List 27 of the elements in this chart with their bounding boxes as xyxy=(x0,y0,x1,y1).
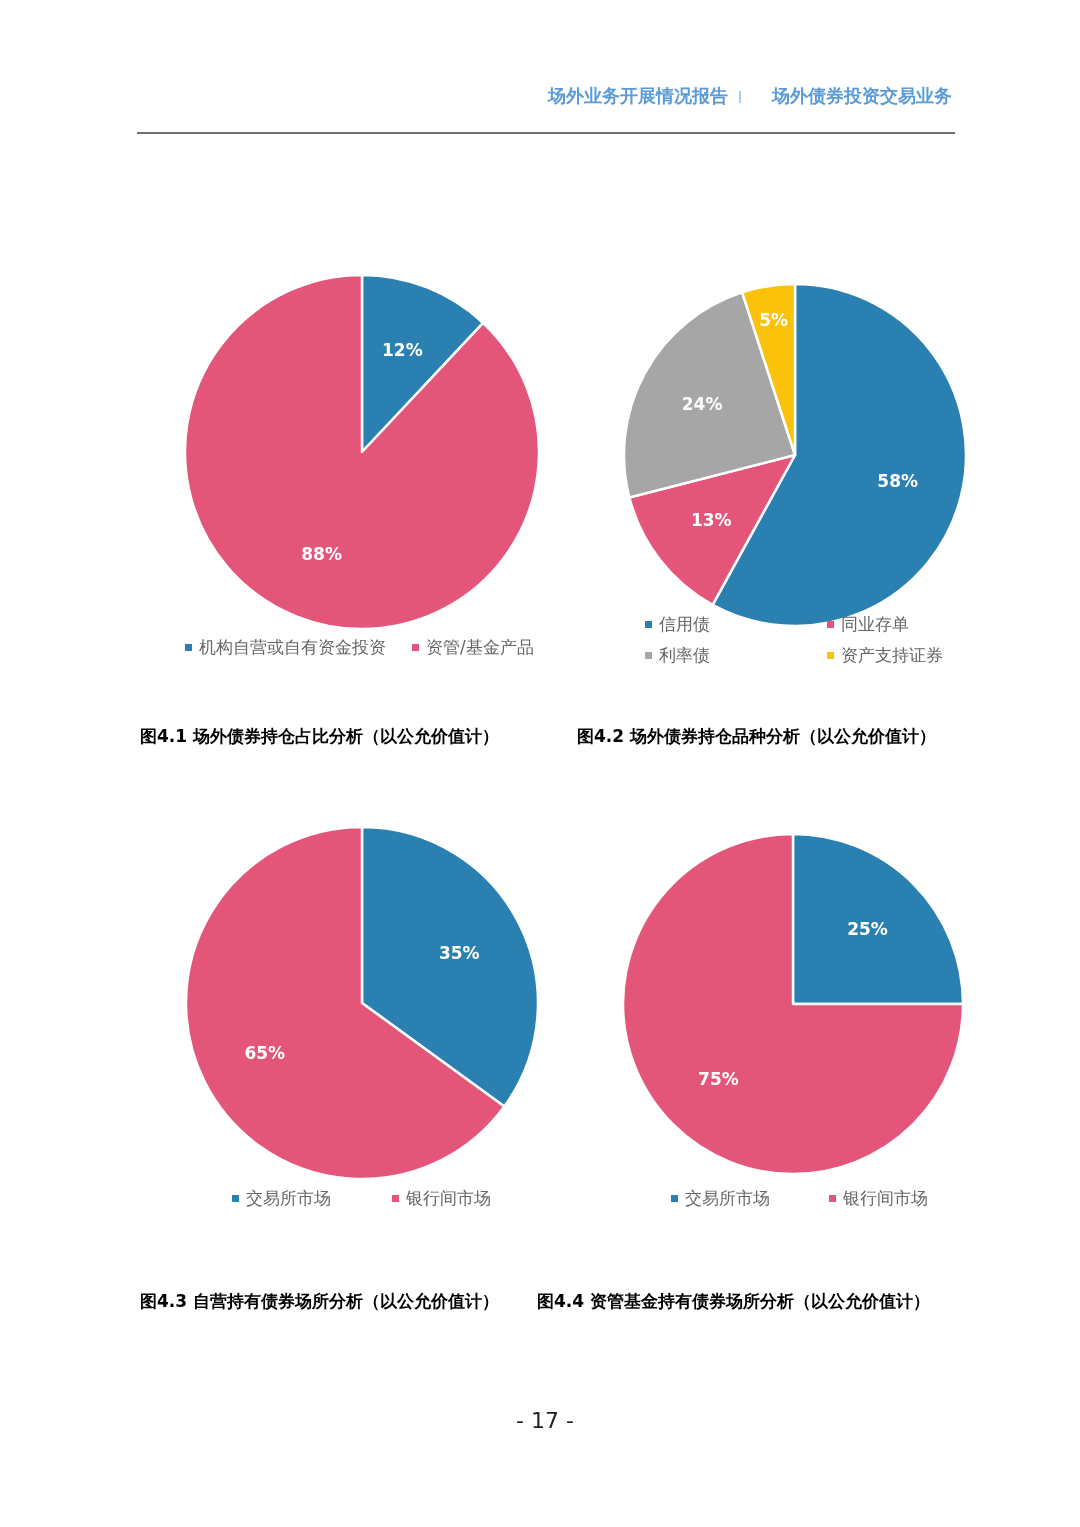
text: 场外业务开展情况报告 xyxy=(547,85,728,106)
legend-label: 机构自营或自有资金投资 xyxy=(199,637,386,657)
legend-label: 同业存单 xyxy=(841,614,909,634)
text: 图4.4 资管基金持有债券场所分析（以公允价值计） xyxy=(537,1291,931,1311)
legend-label: 资管/基金产品 xyxy=(426,637,534,657)
legend-label: 信用债 xyxy=(659,614,710,634)
text: 场外债券投资交易业务 xyxy=(771,85,952,106)
data-label: 75% xyxy=(698,1068,739,1089)
data-label: 5% xyxy=(759,309,789,330)
legend-label: 银行间市场 xyxy=(405,1188,491,1208)
text: 图4.3 自营持有债券场所分析（以公允价值计） xyxy=(140,1291,500,1311)
data-label: 58% xyxy=(877,471,919,492)
text: - 17 - xyxy=(516,1408,574,1433)
legend-label: 资产支持证券 xyxy=(841,645,943,665)
legend-label: 银行间市场 xyxy=(842,1188,928,1208)
data-label: 25% xyxy=(847,919,888,940)
data-label: 35% xyxy=(438,943,480,964)
data-label: 13% xyxy=(690,509,732,530)
legend-label: 交易所市场 xyxy=(685,1188,770,1208)
data-label: 65% xyxy=(244,1042,286,1063)
data-label: 24% xyxy=(681,393,723,414)
legend-label: 利率债 xyxy=(659,645,710,665)
text: 图4.2 场外债券持仓品种分析（以公允价值计） xyxy=(577,726,937,746)
text: 图4.1 场外债券持仓占比分析（以公允价值计） xyxy=(140,726,500,746)
data-label: 88% xyxy=(301,544,342,565)
data-label: 12% xyxy=(382,339,423,360)
legend-label: 交易所市场 xyxy=(246,1188,331,1208)
